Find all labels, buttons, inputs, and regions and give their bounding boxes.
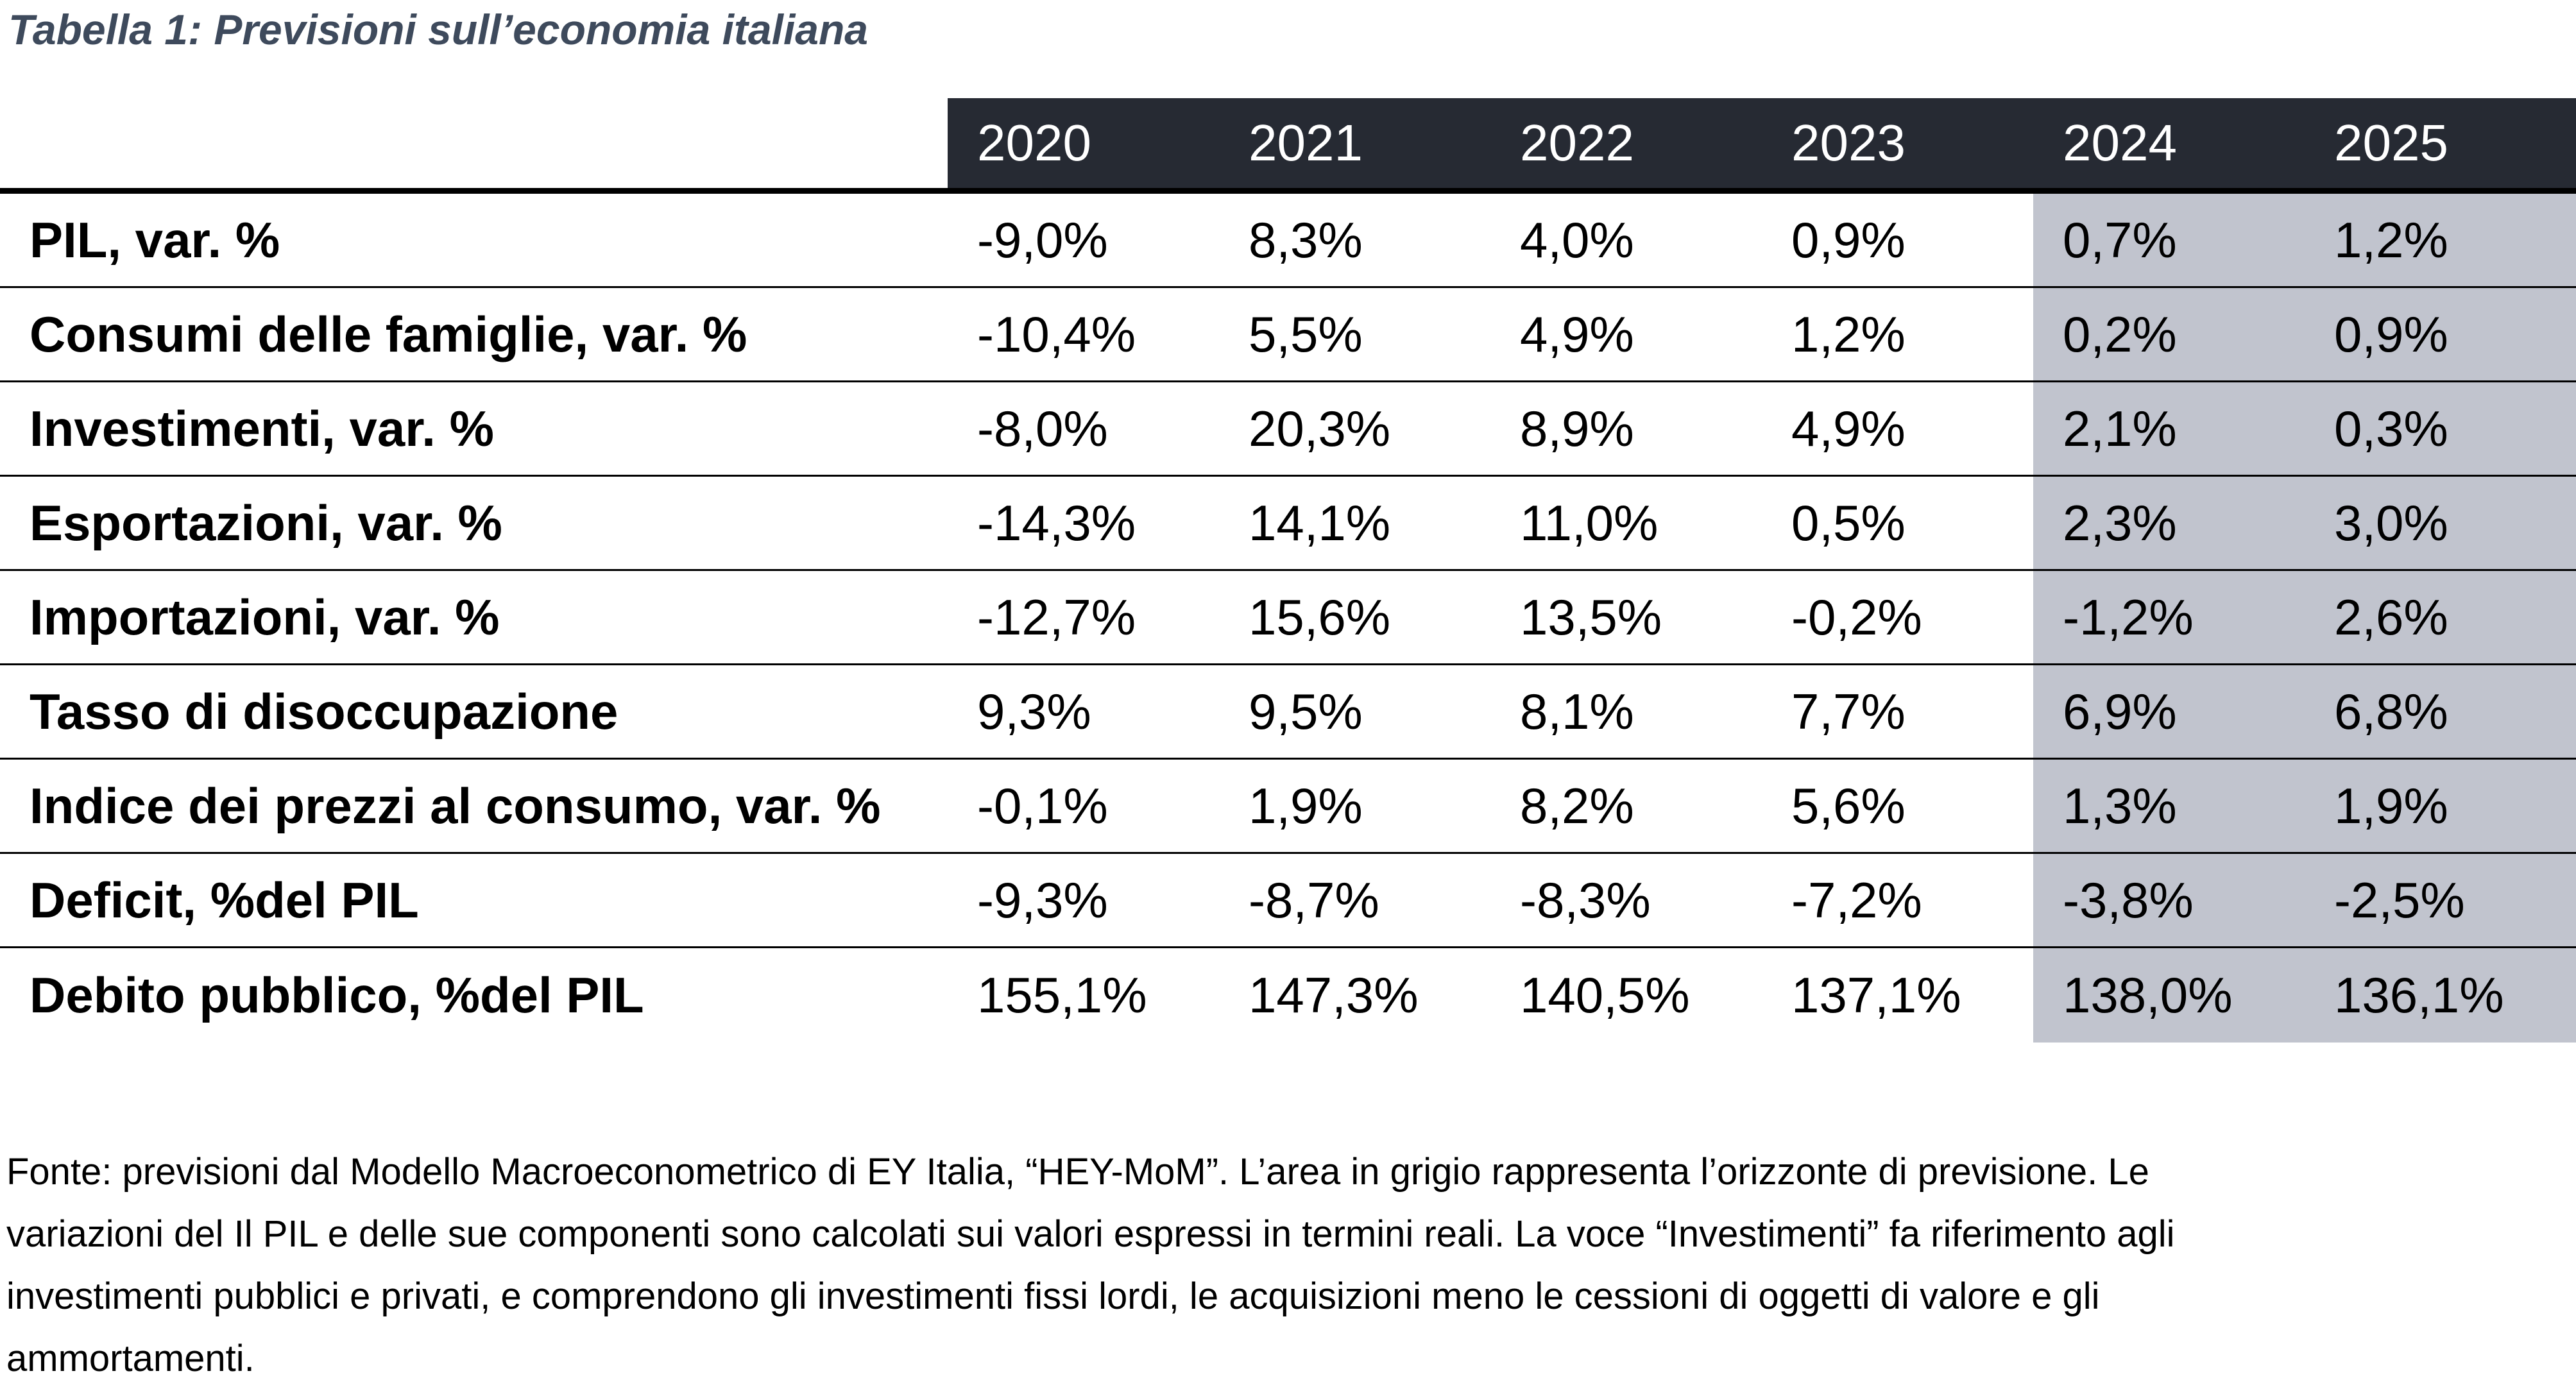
- value-cell-2021: 147,3%: [1219, 948, 1490, 1043]
- value-cell-2024: -3,8%: [2033, 854, 2305, 946]
- value-cell-2025: 2,6%: [2305, 571, 2576, 663]
- value-cell-2021: 5,5%: [1219, 288, 1490, 380]
- value-cell-2020: -8,0%: [948, 382, 1219, 475]
- value-cell-2020: 9,3%: [948, 665, 1219, 758]
- value-cell-2021: 1,9%: [1219, 760, 1490, 852]
- row-label: Importazioni, var. %: [0, 571, 948, 663]
- value-cell-2023: -0,2%: [1762, 571, 2033, 663]
- footnote-line: investimenti pubblici e privati, e compr…: [6, 1275, 2100, 1317]
- year-column-header-2024: 2024: [2033, 98, 2305, 188]
- table-caption: Tabella 1: Previsioni sull’economia ital…: [8, 6, 869, 53]
- value-cell-2025: 6,8%: [2305, 665, 2576, 758]
- value-cell-2021: 20,3%: [1219, 382, 1490, 475]
- value-cell-2023: 137,1%: [1762, 948, 2033, 1043]
- table-row: Investimenti, var. % -8,0% 20,3% 8,9% 4,9% 2,…: [0, 382, 2576, 477]
- table-row: Deficit, %del PIL -9,3% -8,7% -8,3% -7,2% -3,…: [0, 854, 2576, 948]
- footnote: Fonte: previsioni dal Modello Macroecono…: [6, 1141, 2573, 1390]
- value-cell-2024: 0,2%: [2033, 288, 2305, 380]
- row-label: Debito pubblico, %del PIL: [0, 948, 948, 1043]
- footnote-line: variazioni del Il PIL e delle sue compon…: [6, 1213, 2175, 1255]
- value-cell-2022: 8,9%: [1490, 382, 1762, 475]
- value-cell-2025: 0,3%: [2305, 382, 2576, 475]
- table-body: PIL, var. % -9,0% 8,3% 4,0% 0,9% 0,7% 1,2% Cons…: [0, 194, 2576, 1043]
- row-label: Esportazioni, var. %: [0, 477, 948, 569]
- year-column-header-2022: 2022: [1490, 98, 1762, 188]
- value-cell-2021: -8,7%: [1219, 854, 1490, 946]
- row-label: PIL, var. %: [0, 194, 948, 286]
- value-cell-2023: -7,2%: [1762, 854, 2033, 946]
- value-cell-2024: 2,1%: [2033, 382, 2305, 475]
- year-column-header-2023: 2023: [1762, 98, 2033, 188]
- value-cell-2025: 1,2%: [2305, 194, 2576, 286]
- table-row: Debito pubblico, %del PIL 155,1% 147,3% 140…: [0, 948, 2576, 1043]
- value-cell-2022: 8,1%: [1490, 665, 1762, 758]
- footnote-line: ammortamenti.: [6, 1338, 255, 1379]
- year-column-header-2021: 2021: [1219, 98, 1490, 188]
- table-row: Importazioni, var. % -12,7% 15,6% 13,5% -0,2…: [0, 571, 2576, 665]
- value-cell-2020: -12,7%: [948, 571, 1219, 663]
- value-cell-2021: 15,6%: [1219, 571, 1490, 663]
- value-cell-2021: 8,3%: [1219, 194, 1490, 286]
- row-label: Investimenti, var. %: [0, 382, 948, 475]
- value-cell-2020: -0,1%: [948, 760, 1219, 852]
- value-cell-2022: 11,0%: [1490, 477, 1762, 569]
- value-cell-2023: 4,9%: [1762, 382, 2033, 475]
- row-label: Consumi delle famiglie, var. %: [0, 288, 948, 380]
- value-cell-2025: 3,0%: [2305, 477, 2576, 569]
- value-cell-2024: 0,7%: [2033, 194, 2305, 286]
- header-divider-line: [0, 188, 2576, 194]
- value-cell-2023: 0,5%: [1762, 477, 2033, 569]
- value-cell-2020: -9,0%: [948, 194, 1219, 286]
- value-cell-2022: 4,9%: [1490, 288, 1762, 380]
- value-cell-2022: 4,0%: [1490, 194, 1762, 286]
- value-cell-2021: 9,5%: [1219, 665, 1490, 758]
- value-cell-2024: 6,9%: [2033, 665, 2305, 758]
- year-header-row: 2020 2021 2022 2023 2024 2025: [0, 98, 2576, 188]
- value-cell-2023: 1,2%: [1762, 288, 2033, 380]
- value-cell-2022: -8,3%: [1490, 854, 1762, 946]
- value-cell-2023: 5,6%: [1762, 760, 2033, 852]
- value-cell-2025: 136,1%: [2305, 948, 2576, 1043]
- table-row: Consumi delle famiglie, var. % -10,4% 5,5%…: [0, 288, 2576, 382]
- table-row: Esportazioni, var. % -14,3% 14,1% 11,0% 0,5%…: [0, 477, 2576, 571]
- footnote-line: Fonte: previsioni dal Modello Macroecono…: [6, 1151, 2149, 1193]
- value-cell-2021: 14,1%: [1219, 477, 1490, 569]
- year-column-header-2025: 2025: [2305, 98, 2576, 188]
- value-cell-2020: -9,3%: [948, 854, 1219, 946]
- value-cell-2020: -14,3%: [948, 477, 1219, 569]
- table-row: Indice dei prezzi al consumo, var. % -0,1…: [0, 760, 2576, 854]
- value-cell-2022: 140,5%: [1490, 948, 1762, 1043]
- table-row: PIL, var. % -9,0% 8,3% 4,0% 0,9% 0,7% 1,2%: [0, 194, 2576, 288]
- row-label: Deficit, %del PIL: [0, 854, 948, 946]
- corner-spacer: [0, 98, 948, 188]
- forecast-table: 2020 2021 2022 2023 2024 2025 PIL, var. % -9,0…: [0, 98, 2576, 1043]
- value-cell-2020: 155,1%: [948, 948, 1219, 1043]
- value-cell-2024: 1,3%: [2033, 760, 2305, 852]
- value-cell-2022: 8,2%: [1490, 760, 1762, 852]
- value-cell-2025: 0,9%: [2305, 288, 2576, 380]
- value-cell-2024: 138,0%: [2033, 948, 2305, 1043]
- value-cell-2024: -1,2%: [2033, 571, 2305, 663]
- value-cell-2023: 7,7%: [1762, 665, 2033, 758]
- table-row: Tasso di disoccupazione 9,3% 9,5% 8,1% 7,7% 6…: [0, 665, 2576, 760]
- value-cell-2023: 0,9%: [1762, 194, 2033, 286]
- value-cell-2025: 1,9%: [2305, 760, 2576, 852]
- value-cell-2024: 2,3%: [2033, 477, 2305, 569]
- row-label: Tasso di disoccupazione: [0, 665, 948, 758]
- value-cell-2020: -10,4%: [948, 288, 1219, 380]
- value-cell-2025: -2,5%: [2305, 854, 2576, 946]
- value-cell-2022: 13,5%: [1490, 571, 1762, 663]
- year-column-header-2020: 2020: [948, 98, 1219, 188]
- row-label: Indice dei prezzi al consumo, var. %: [0, 760, 948, 852]
